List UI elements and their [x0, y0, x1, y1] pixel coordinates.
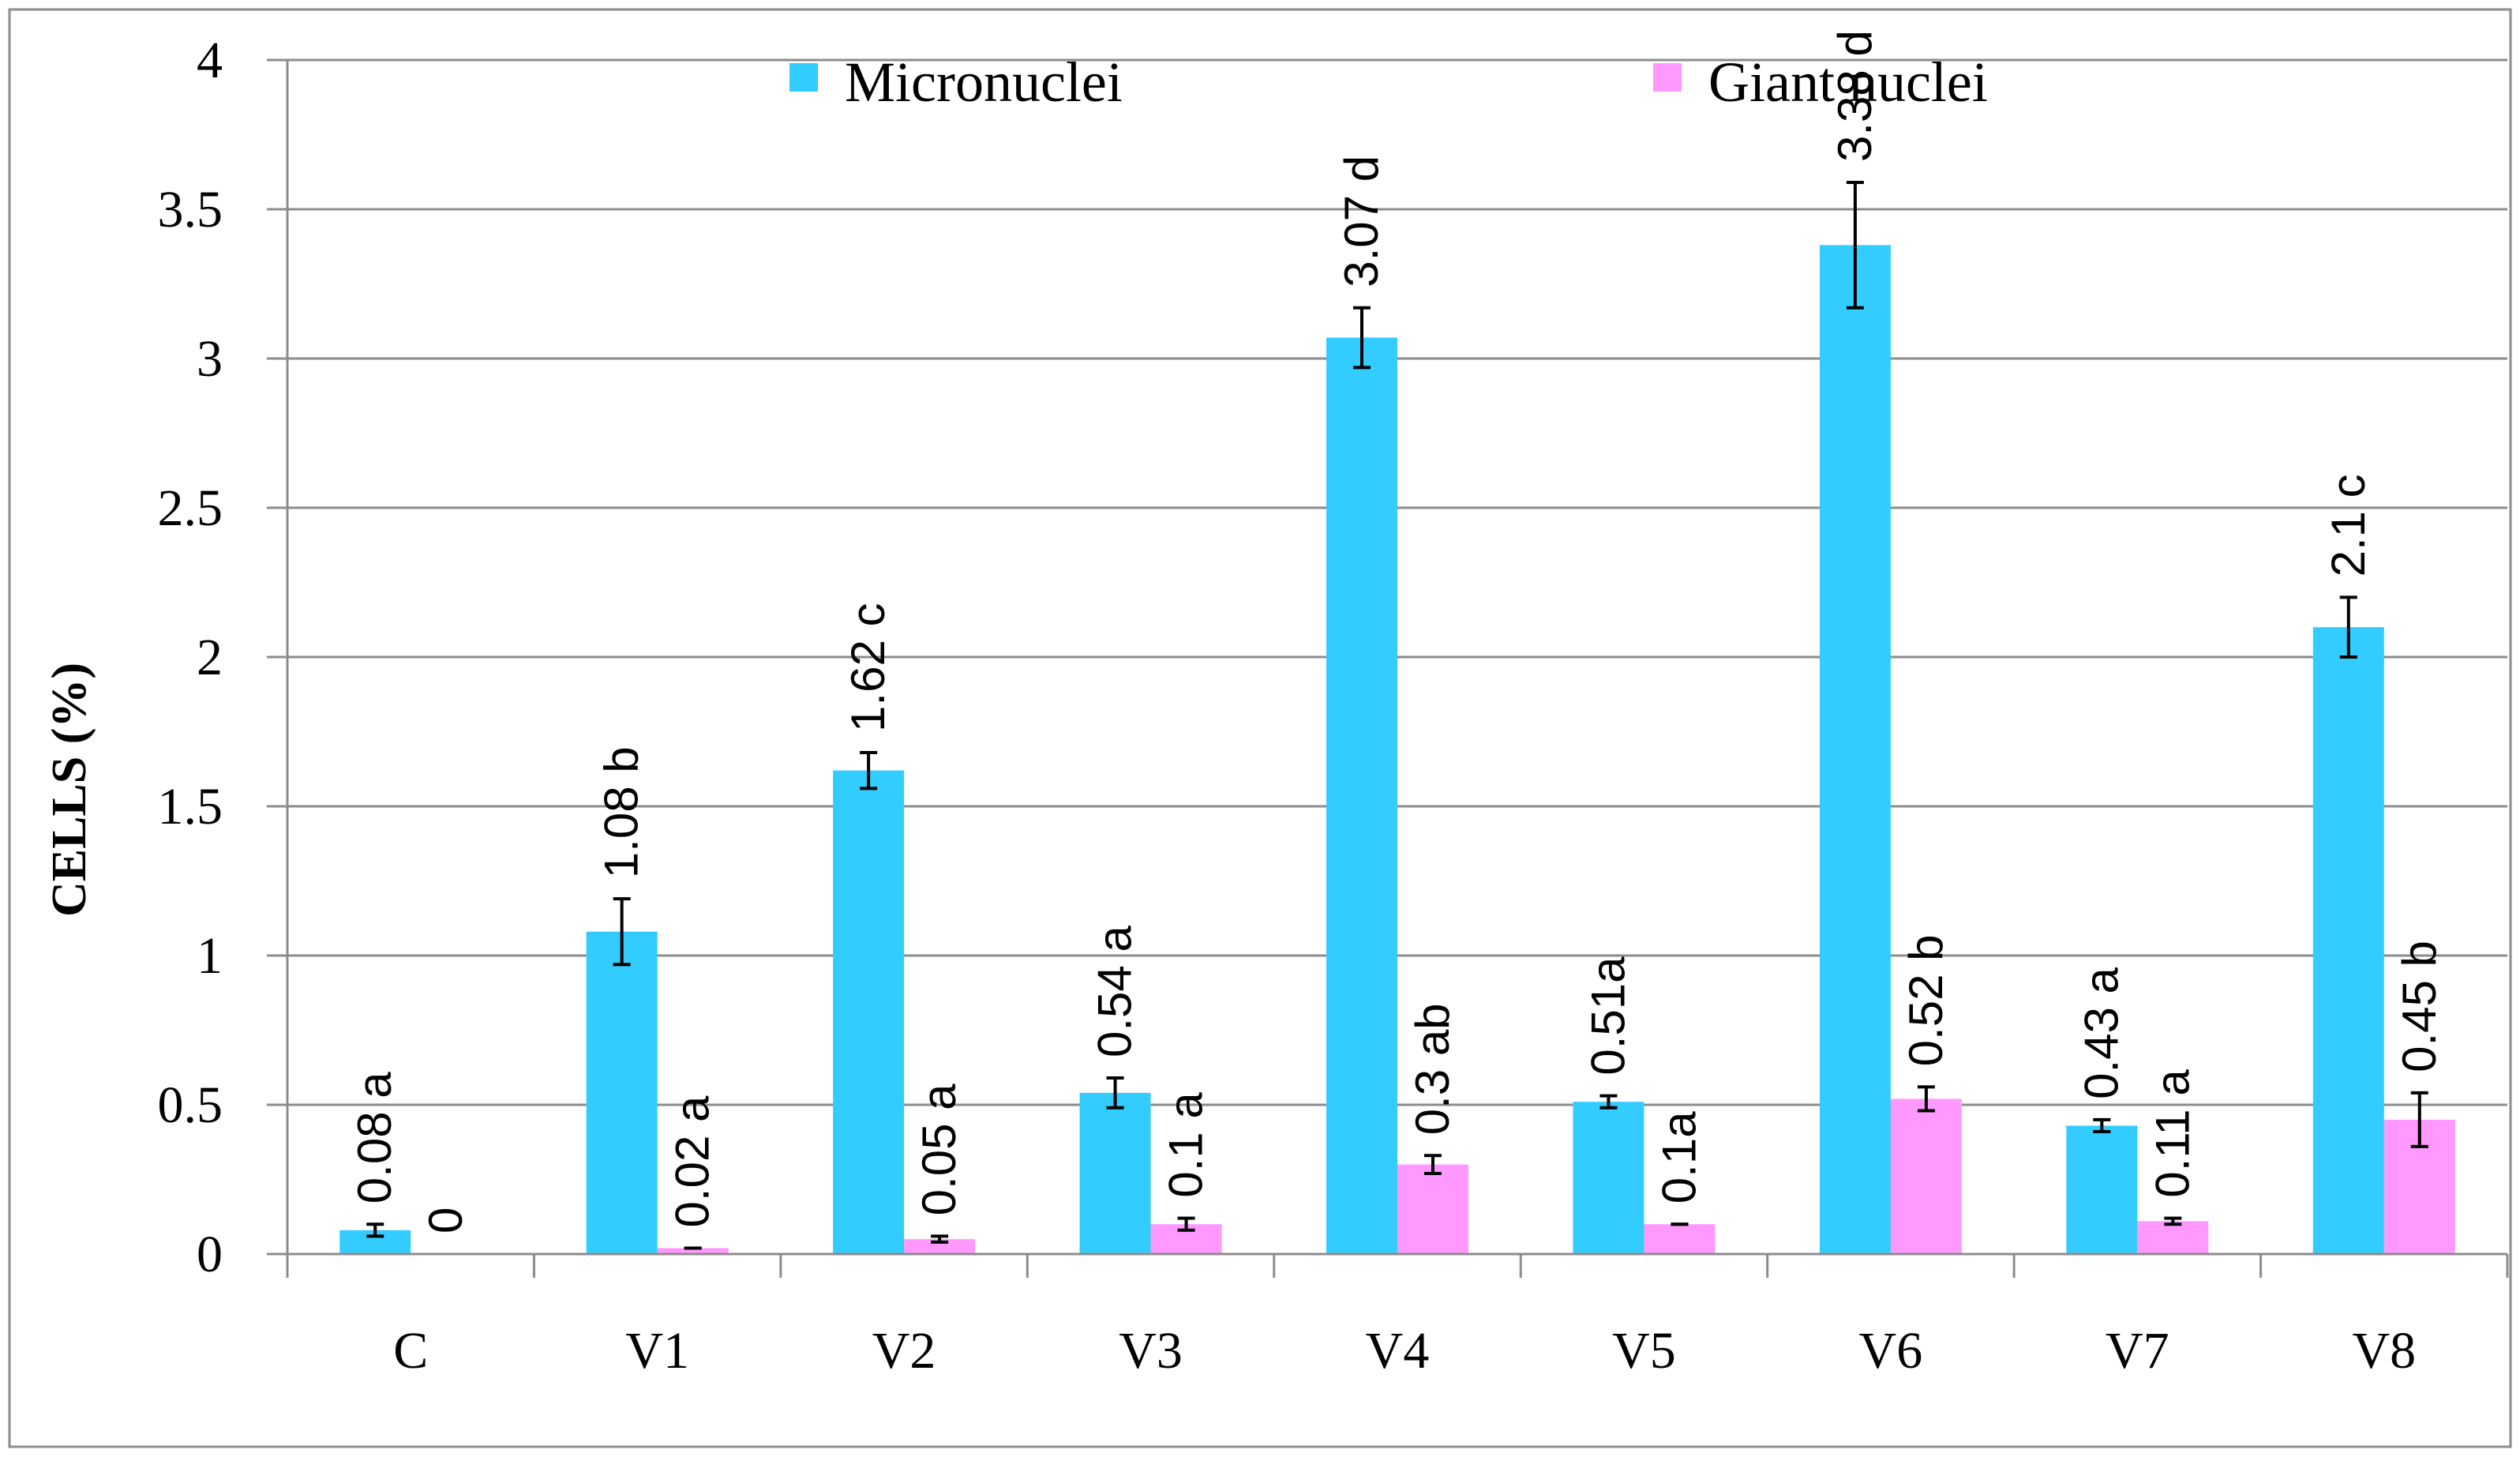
y-axis-label: CELLS (%) [43, 663, 96, 917]
legend-label-micronuclei: Micronuclei [845, 51, 1123, 114]
y-tick-label: 2.5 [158, 479, 223, 537]
data-label-micronuclei: 0.08 a [348, 1072, 401, 1204]
data-label-giant-nuclei: 0.45 b [2393, 941, 2446, 1072]
bar-giant-nuclei [1644, 1224, 1716, 1254]
error-bar-micronuclei [1106, 1076, 1124, 1110]
error-bar-micronuclei [860, 750, 878, 790]
y-tick-label: 3.5 [158, 181, 223, 238]
bar-giant-nuclei [2137, 1221, 2209, 1254]
data-label-giant-nuclei: 0.11 a [2146, 1069, 2199, 1198]
error-bar-giant-nuclei [2164, 1216, 2182, 1226]
bar-micronuclei [1573, 1102, 1644, 1254]
x-tick-label: V7 [2106, 1322, 2169, 1380]
data-label-micronuclei: 1.62 c [842, 603, 894, 732]
legend-swatch-giant-nuclei [1653, 63, 1682, 92]
error-bar-micronuclei [2093, 1117, 2111, 1134]
error-bar-giant-nuclei [931, 1234, 949, 1244]
bar-micronuclei [586, 931, 658, 1254]
x-tick-label: V5 [1612, 1322, 1676, 1380]
error-bar-giant-nuclei [1177, 1216, 1195, 1232]
error-bar-micronuclei [613, 897, 631, 967]
error-bar-giant-nuclei [2410, 1091, 2428, 1148]
y-tick-label: 0.5 [158, 1076, 223, 1134]
bars [339, 180, 2455, 1254]
data-labels: 0.08 a 1.08 b 1.62 c 0.54 a 3.07 d 0.51a 3.38 … [348, 30, 2446, 1234]
bar-micronuclei [833, 770, 905, 1254]
y-tick-label: 3 [197, 330, 223, 388]
error-bar-micronuclei [1353, 306, 1371, 370]
data-label-giant-nuclei: 0 [419, 1207, 472, 1234]
x-tick-label: V6 [1859, 1322, 1923, 1380]
bar-micronuclei [2312, 627, 2384, 1254]
axes: 0 0.5 1 1.5 2 2.5 3 3.5 4 C V1 V2 V3 V4 V5 V6 V7 V8 [158, 32, 2509, 1380]
x-tick-label: V8 [2352, 1322, 2416, 1380]
x-tick-label: V3 [1119, 1322, 1183, 1380]
data-label-giant-nuclei: 0.02 a [666, 1095, 719, 1227]
y-tick-label: 0 [197, 1226, 223, 1283]
bar-giant-nuclei [904, 1239, 976, 1254]
data-label-micronuclei: 1.08 b [595, 746, 648, 878]
bar-giant-nuclei [657, 1248, 729, 1254]
bar-micronuclei [1326, 337, 1397, 1254]
bar-micronuclei [2066, 1125, 2138, 1254]
error-bar-micronuclei [366, 1222, 384, 1238]
data-label-micronuclei: 3.07 d [1335, 156, 1388, 287]
error-bar-micronuclei [1846, 180, 1864, 310]
bar-giant-nuclei [1397, 1164, 1468, 1254]
data-label-micronuclei: 2.1 c [2322, 474, 2375, 576]
error-bar-giant-nuclei [1424, 1154, 1442, 1175]
bar-giant-nuclei [1890, 1098, 1962, 1254]
data-label-giant-nuclei: 0.3 ab [1406, 1003, 1459, 1135]
data-label-giant-nuclei: 0.1a [1652, 1111, 1705, 1204]
data-label-micronuclei: 3.38 d [1828, 30, 1881, 162]
legend-label-giant-nuclei: Giant nuclei [1708, 51, 1988, 114]
legend: Micronuclei Giant nuclei [789, 51, 1988, 114]
data-label-giant-nuclei: 0.05 a [913, 1083, 966, 1215]
data-label-micronuclei: 0.43 a [2075, 967, 2128, 1098]
error-bar-micronuclei [1599, 1094, 1618, 1110]
error-bar-giant-nuclei [1917, 1085, 1935, 1113]
data-label-micronuclei: 0.51a [1581, 956, 1634, 1076]
x-tick-label: V4 [1366, 1322, 1430, 1380]
y-tick-label: 1 [197, 927, 223, 985]
bar-micronuclei [1819, 245, 1891, 1254]
data-label-micronuclei: 0.54 a [1089, 926, 1142, 1057]
y-tick-label: 2 [197, 629, 223, 686]
legend-swatch-micronuclei [789, 63, 818, 92]
error-bar-micronuclei [2339, 595, 2357, 659]
x-tick-label: C [393, 1322, 428, 1380]
x-tick-label: V1 [625, 1322, 689, 1380]
data-label-giant-nuclei: 0.1 a [1160, 1092, 1213, 1198]
x-tick-label: V2 [872, 1322, 936, 1380]
bar-micronuclei [1079, 1092, 1151, 1254]
y-tick-label: 4 [197, 32, 223, 89]
y-tick-label: 1.5 [158, 778, 223, 836]
data-label-giant-nuclei: 0.52 b [1899, 934, 1952, 1066]
